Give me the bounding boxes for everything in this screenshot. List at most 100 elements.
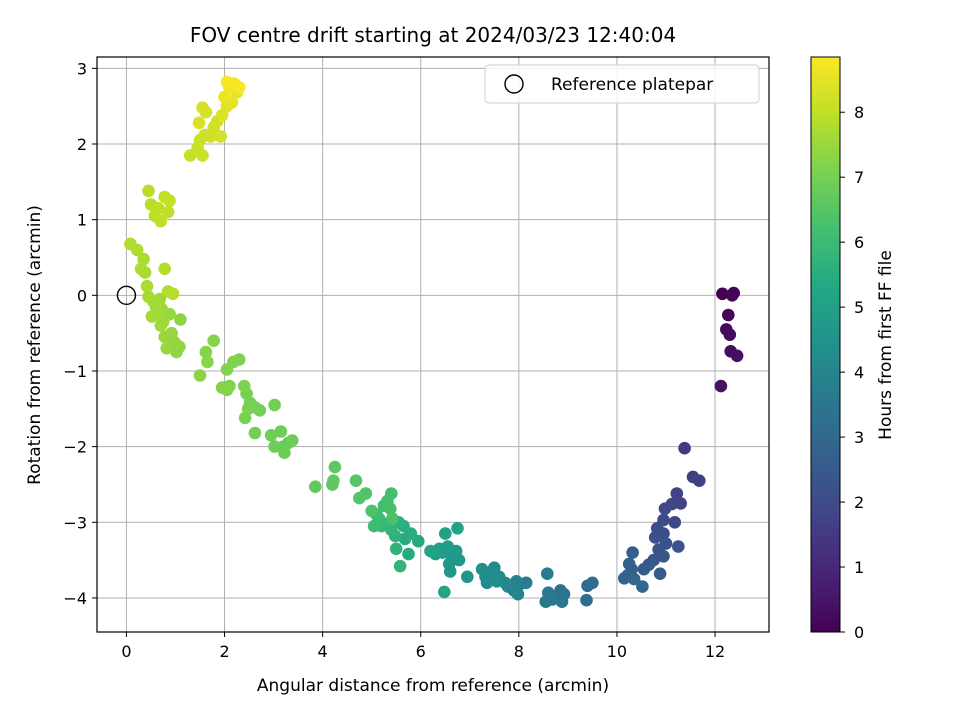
y-axis-ticks: −4 −3 −2 −1 0 1 2 3 [63, 59, 97, 608]
data-point [214, 130, 227, 143]
data-point [627, 572, 641, 586]
legend-box [484, 64, 760, 104]
data-point [218, 90, 231, 104]
colorbar-ticks: 0 1 2 3 4 5 6 7 8 [840, 103, 864, 642]
data-point [232, 81, 246, 94]
data-point [124, 237, 137, 251]
data-point [264, 429, 278, 442]
data-point [636, 580, 649, 593]
data-point [309, 480, 322, 494]
data-point [220, 75, 234, 89]
data-point [439, 527, 452, 540]
data-point [402, 547, 415, 561]
data-point [142, 290, 155, 304]
data-point [327, 474, 340, 488]
data-point [461, 570, 474, 584]
data-point [511, 587, 525, 601]
data-point [140, 279, 154, 293]
data-point [657, 550, 670, 563]
data-point [199, 345, 213, 359]
data-point [268, 398, 281, 412]
data-point [367, 519, 381, 533]
legend-marker-icon [504, 74, 524, 94]
data-point [490, 575, 504, 588]
data-point [541, 567, 554, 580]
data-point [648, 531, 662, 544]
data-point [545, 593, 559, 606]
data-point [693, 474, 706, 488]
data-point [238, 411, 252, 425]
data-point [393, 559, 407, 573]
x-axis-ticks: 0 2 4 6 8 10 12 [121, 632, 725, 661]
y-tick-label: 0 [77, 286, 87, 305]
data-point [248, 426, 262, 440]
colorbar-tick-label: 1 [854, 558, 864, 577]
data-point [196, 149, 209, 162]
y-tick-label: −2 [63, 438, 87, 457]
data-point [658, 502, 672, 515]
data-point [670, 487, 684, 500]
data-point [475, 562, 489, 576]
data-point [626, 546, 639, 559]
y-tick-label: −1 [63, 362, 87, 381]
data-points [124, 75, 744, 608]
data-point [192, 116, 206, 130]
data-point [580, 593, 593, 607]
data-point [389, 542, 403, 556]
data-point [386, 512, 399, 525]
data-point [727, 286, 740, 300]
data-point [668, 516, 682, 529]
data-point [207, 334, 220, 348]
x-tick-label: 6 [416, 642, 426, 661]
data-point [145, 310, 159, 323]
data-point [424, 544, 437, 558]
data-point [716, 287, 729, 301]
data-point [215, 381, 229, 394]
colorbar-tick-label: 6 [854, 233, 864, 252]
legend-entry-label: Reference platepar [551, 75, 713, 95]
x-tick-label: 4 [318, 642, 328, 661]
legend: Reference platepar [484, 64, 760, 104]
data-point [237, 379, 251, 393]
plot-frame [96, 56, 770, 633]
colorbar-gradient [811, 57, 840, 632]
data-point [137, 252, 150, 266]
data-point [274, 425, 288, 438]
x-tick-label: 12 [705, 642, 725, 661]
data-point [555, 595, 569, 608]
data-point [154, 319, 168, 332]
data-point [196, 101, 209, 114]
data-point [672, 540, 685, 553]
colorbar: 0 1 2 3 4 5 6 7 8 Hours from first FF file [810, 56, 896, 642]
colorbar-tick-label: 7 [854, 168, 864, 187]
data-point [268, 440, 281, 453]
data-point [163, 194, 176, 208]
data-point [637, 562, 651, 576]
data-point [451, 522, 464, 535]
data-point [678, 441, 691, 455]
data-point [158, 262, 171, 276]
data-point [134, 262, 148, 276]
colorbar-tick-label: 2 [854, 493, 864, 512]
data-point [158, 330, 171, 344]
x-tick-label: 2 [219, 642, 229, 661]
x-tick-label: 0 [121, 642, 131, 661]
data-point [438, 585, 451, 599]
data-point [278, 446, 291, 460]
x-tick-label: 10 [607, 642, 627, 661]
colorbar-tick-label: 4 [854, 363, 864, 382]
y-tick-label: 1 [77, 211, 87, 230]
data-point [328, 460, 342, 474]
data-point [349, 474, 363, 488]
y-tick-label: 3 [77, 59, 87, 78]
y-axis-label: Rotation from reference (arcmin) [25, 205, 45, 485]
colorbar-tick-label: 3 [854, 428, 864, 447]
reference-platepar-marker [116, 285, 137, 306]
data-point [160, 342, 173, 355]
data-point [653, 567, 667, 580]
data-point [581, 579, 594, 593]
data-point [142, 184, 155, 198]
chart-title: FOV centre drift starting at 2024/03/23 … [190, 23, 676, 47]
data-point [722, 308, 735, 322]
